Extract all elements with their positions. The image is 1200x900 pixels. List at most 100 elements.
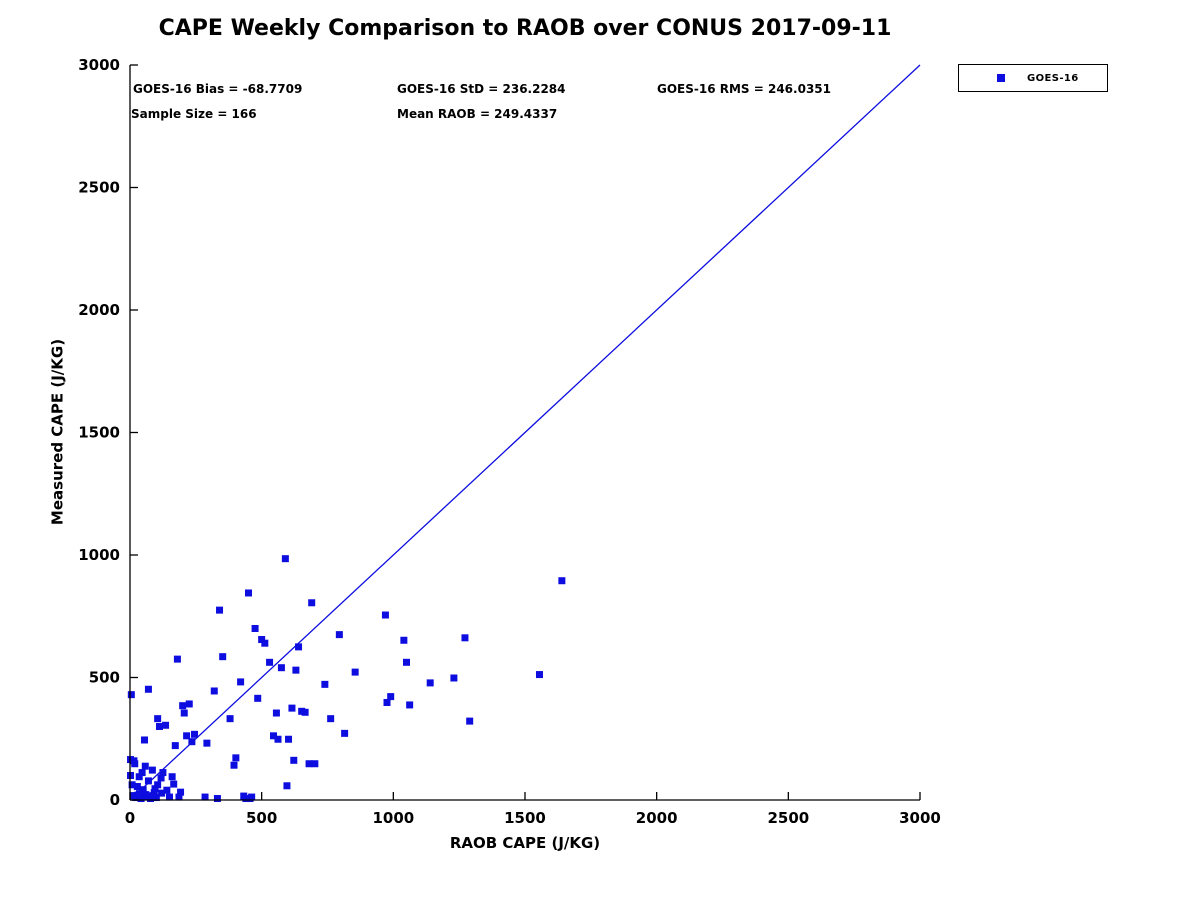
- scatter-point: [216, 606, 224, 614]
- scatter-point: [290, 756, 298, 764]
- legend-marker-goes16: [997, 74, 1005, 82]
- y-tick-label: 2000: [78, 301, 120, 319]
- x-tick-label: 500: [246, 809, 277, 827]
- scatter-point: [133, 783, 141, 791]
- scatter-point: [274, 735, 282, 743]
- scatter-point: [308, 599, 316, 607]
- scatter-point: [183, 732, 191, 740]
- scatter-point: [301, 708, 309, 716]
- scatter-point: [175, 793, 183, 801]
- scatter-point: [158, 789, 166, 797]
- y-tick-label: 1000: [78, 546, 120, 564]
- scatter-point: [254, 694, 262, 702]
- y-tick-label: 500: [89, 669, 120, 687]
- scatter-point: [288, 704, 296, 712]
- annotation-mean-raob: Mean RAOB = 249.4337: [397, 107, 558, 121]
- x-tick-label: 1500: [504, 809, 546, 827]
- scatter-point: [151, 785, 159, 793]
- scatter-point: [242, 795, 250, 803]
- y-tick-label: 1500: [78, 424, 120, 442]
- scatter-point: [171, 742, 179, 750]
- scatter-point: [135, 773, 143, 781]
- scatter-point: [127, 691, 135, 699]
- scatter-point: [163, 786, 171, 794]
- scatter-point: [138, 769, 146, 777]
- scatter-point: [292, 666, 300, 674]
- scatter-point: [237, 678, 245, 686]
- legend: GOES-16: [958, 64, 1108, 92]
- scatter-point: [185, 700, 193, 708]
- scatter-point: [166, 793, 173, 801]
- scatter-point: [180, 709, 188, 717]
- scatter-point: [170, 780, 178, 788]
- scatter-point: [203, 739, 211, 747]
- scatter-point: [143, 792, 151, 800]
- scatter-point: [131, 760, 139, 768]
- legend-label-goes16: GOES-16: [1027, 72, 1079, 84]
- scatter-point: [168, 773, 176, 781]
- x-tick-label: 2500: [767, 809, 809, 827]
- scatter-point: [245, 589, 252, 597]
- scatter-point: [191, 730, 199, 738]
- scatter-point: [139, 786, 147, 794]
- scatter-point: [285, 735, 293, 743]
- scatter-point: [135, 790, 143, 798]
- annotation-bias: GOES-16 Bias = -68.7709: [133, 82, 303, 96]
- scatter-point: [466, 717, 474, 725]
- scatter-point: [341, 729, 349, 737]
- scatter-point: [383, 698, 391, 706]
- identity-line: [129, 64, 921, 801]
- scatter-point: [201, 793, 209, 801]
- scatter-point: [155, 723, 163, 730]
- scatter-point: [295, 643, 303, 651]
- scatter-point: [450, 674, 458, 682]
- y-tick-label: 2500: [78, 179, 120, 197]
- y-tick-label: 0: [110, 791, 120, 809]
- scatter-point: [140, 736, 148, 744]
- scatter-point: [272, 709, 280, 717]
- scatter-point: [426, 679, 434, 687]
- scatter-point: [270, 732, 278, 740]
- scatter-point: [137, 795, 145, 803]
- scatter-point: [232, 754, 240, 762]
- scatter-point: [230, 761, 238, 769]
- scatter-point: [311, 760, 319, 768]
- scatter-point: [258, 636, 266, 644]
- scatter-point: [213, 795, 221, 803]
- scatter-point: [154, 781, 162, 789]
- scatter-point: [157, 774, 165, 782]
- scatter-point: [283, 782, 291, 790]
- scatter-point: [281, 555, 289, 563]
- scatter-point: [461, 634, 469, 642]
- scatter-point: [148, 766, 156, 774]
- scatter-point: [132, 794, 140, 802]
- scatter-point: [381, 611, 389, 619]
- annotation-rms: GOES-16 RMS = 246.0351: [657, 82, 831, 96]
- scatter-point: [173, 655, 181, 663]
- scatter-point: [266, 658, 274, 666]
- scatter-point: [219, 653, 227, 661]
- scatter-point: [141, 762, 149, 770]
- scatter-point: [149, 792, 157, 800]
- x-tick-label: 2000: [636, 809, 678, 827]
- scatter-point: [403, 658, 410, 666]
- scatter-point: [177, 788, 185, 796]
- scatter-point: [400, 636, 408, 644]
- scatter-point: [335, 631, 343, 639]
- scatter-point: [327, 715, 335, 723]
- scatter-point: [128, 781, 136, 789]
- x-tick-label: 1000: [372, 809, 414, 827]
- scatter-point: [144, 777, 152, 785]
- annotation-sample-size: Sample Size = 166: [131, 107, 257, 121]
- scatter-point: [179, 702, 187, 710]
- y-tick-label: 3000: [78, 56, 120, 74]
- scatter-point: [277, 664, 285, 672]
- scatter-point: [162, 721, 170, 729]
- y-axis-label: Measured CAPE (J/KG): [48, 338, 67, 526]
- scatter-point: [387, 693, 395, 701]
- scatter-point: [188, 738, 196, 746]
- scatter-point: [144, 685, 152, 693]
- scatter-point: [251, 625, 259, 632]
